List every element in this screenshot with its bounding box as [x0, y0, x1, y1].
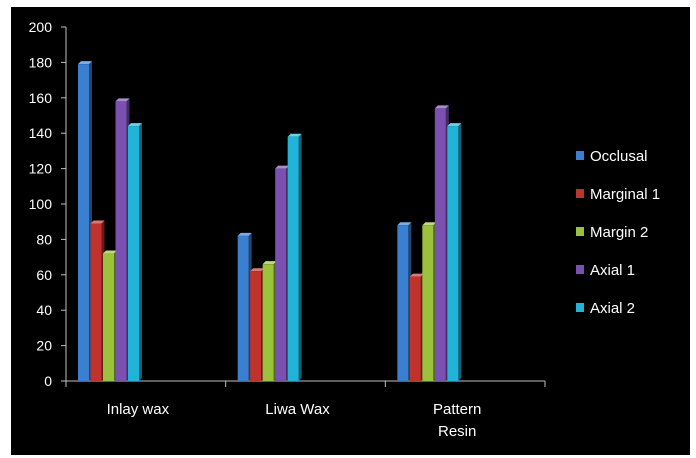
y-tick-label: 80 [36, 231, 52, 247]
legend-swatch [576, 151, 584, 160]
bar-top [103, 250, 117, 254]
y-tick-label: 40 [36, 302, 52, 318]
bar-top [237, 232, 252, 236]
y-tick-label: 120 [29, 161, 53, 177]
x-category-label: Liwa Wax [265, 401, 330, 418]
bar-axial-2 [128, 126, 139, 382]
bar-axial-1 [434, 108, 446, 382]
bar-marginal-1 [250, 271, 262, 381]
bar-axial-2 [287, 136, 299, 381]
x-category-label: Resin [438, 423, 476, 440]
bar-top [434, 105, 449, 109]
bar-side [139, 123, 142, 382]
legend-label: Margin 2 [590, 224, 648, 241]
bar-axial-2 [447, 126, 459, 382]
y-tick-label: 20 [36, 338, 52, 354]
y-tick-label: 0 [44, 373, 52, 389]
bar-top [90, 220, 105, 224]
y-tick-label: 100 [29, 196, 53, 212]
y-tick-label: 200 [29, 19, 53, 35]
bar-side [458, 123, 462, 382]
legend-label: Occlusal [590, 148, 648, 165]
bar-top [409, 273, 424, 277]
bar-top [447, 123, 462, 127]
y-tick-label: 60 [36, 267, 52, 283]
bar-margin-2 [422, 225, 434, 381]
bar-top [115, 98, 130, 102]
legend-label: Marginal 1 [590, 186, 660, 203]
bar-marginal-1 [90, 223, 102, 381]
y-tick-label: 160 [29, 90, 53, 106]
bar-marginal-1 [409, 276, 421, 381]
legend-swatch [576, 189, 584, 198]
bar-margin-2 [262, 264, 274, 381]
y-tick-label: 180 [29, 54, 53, 70]
legend-swatch [576, 265, 584, 274]
bar-top [250, 268, 265, 272]
bar-side [298, 133, 302, 381]
y-tick-label: 140 [29, 125, 53, 141]
legend-label: Axial 1 [590, 262, 635, 279]
legend-label: Axial 2 [590, 300, 635, 317]
bar-occlusal [78, 64, 89, 382]
bar-top [128, 123, 142, 127]
bar-axial-1 [275, 168, 287, 381]
bar-occlusal [397, 225, 409, 381]
bar-top [275, 165, 290, 169]
bar-top [397, 222, 412, 226]
legend-swatch [576, 227, 584, 236]
x-category-label: Pattern [433, 401, 481, 418]
bar-top [78, 61, 92, 65]
bar-top [422, 222, 437, 226]
bar-top [262, 261, 277, 265]
legend-swatch [576, 303, 584, 312]
bar-axial-1 [115, 101, 127, 381]
bar-margin-2 [103, 253, 114, 381]
bar-top [287, 133, 302, 137]
bar-occlusal [237, 235, 249, 381]
x-category-label: Inlay wax [107, 401, 170, 418]
